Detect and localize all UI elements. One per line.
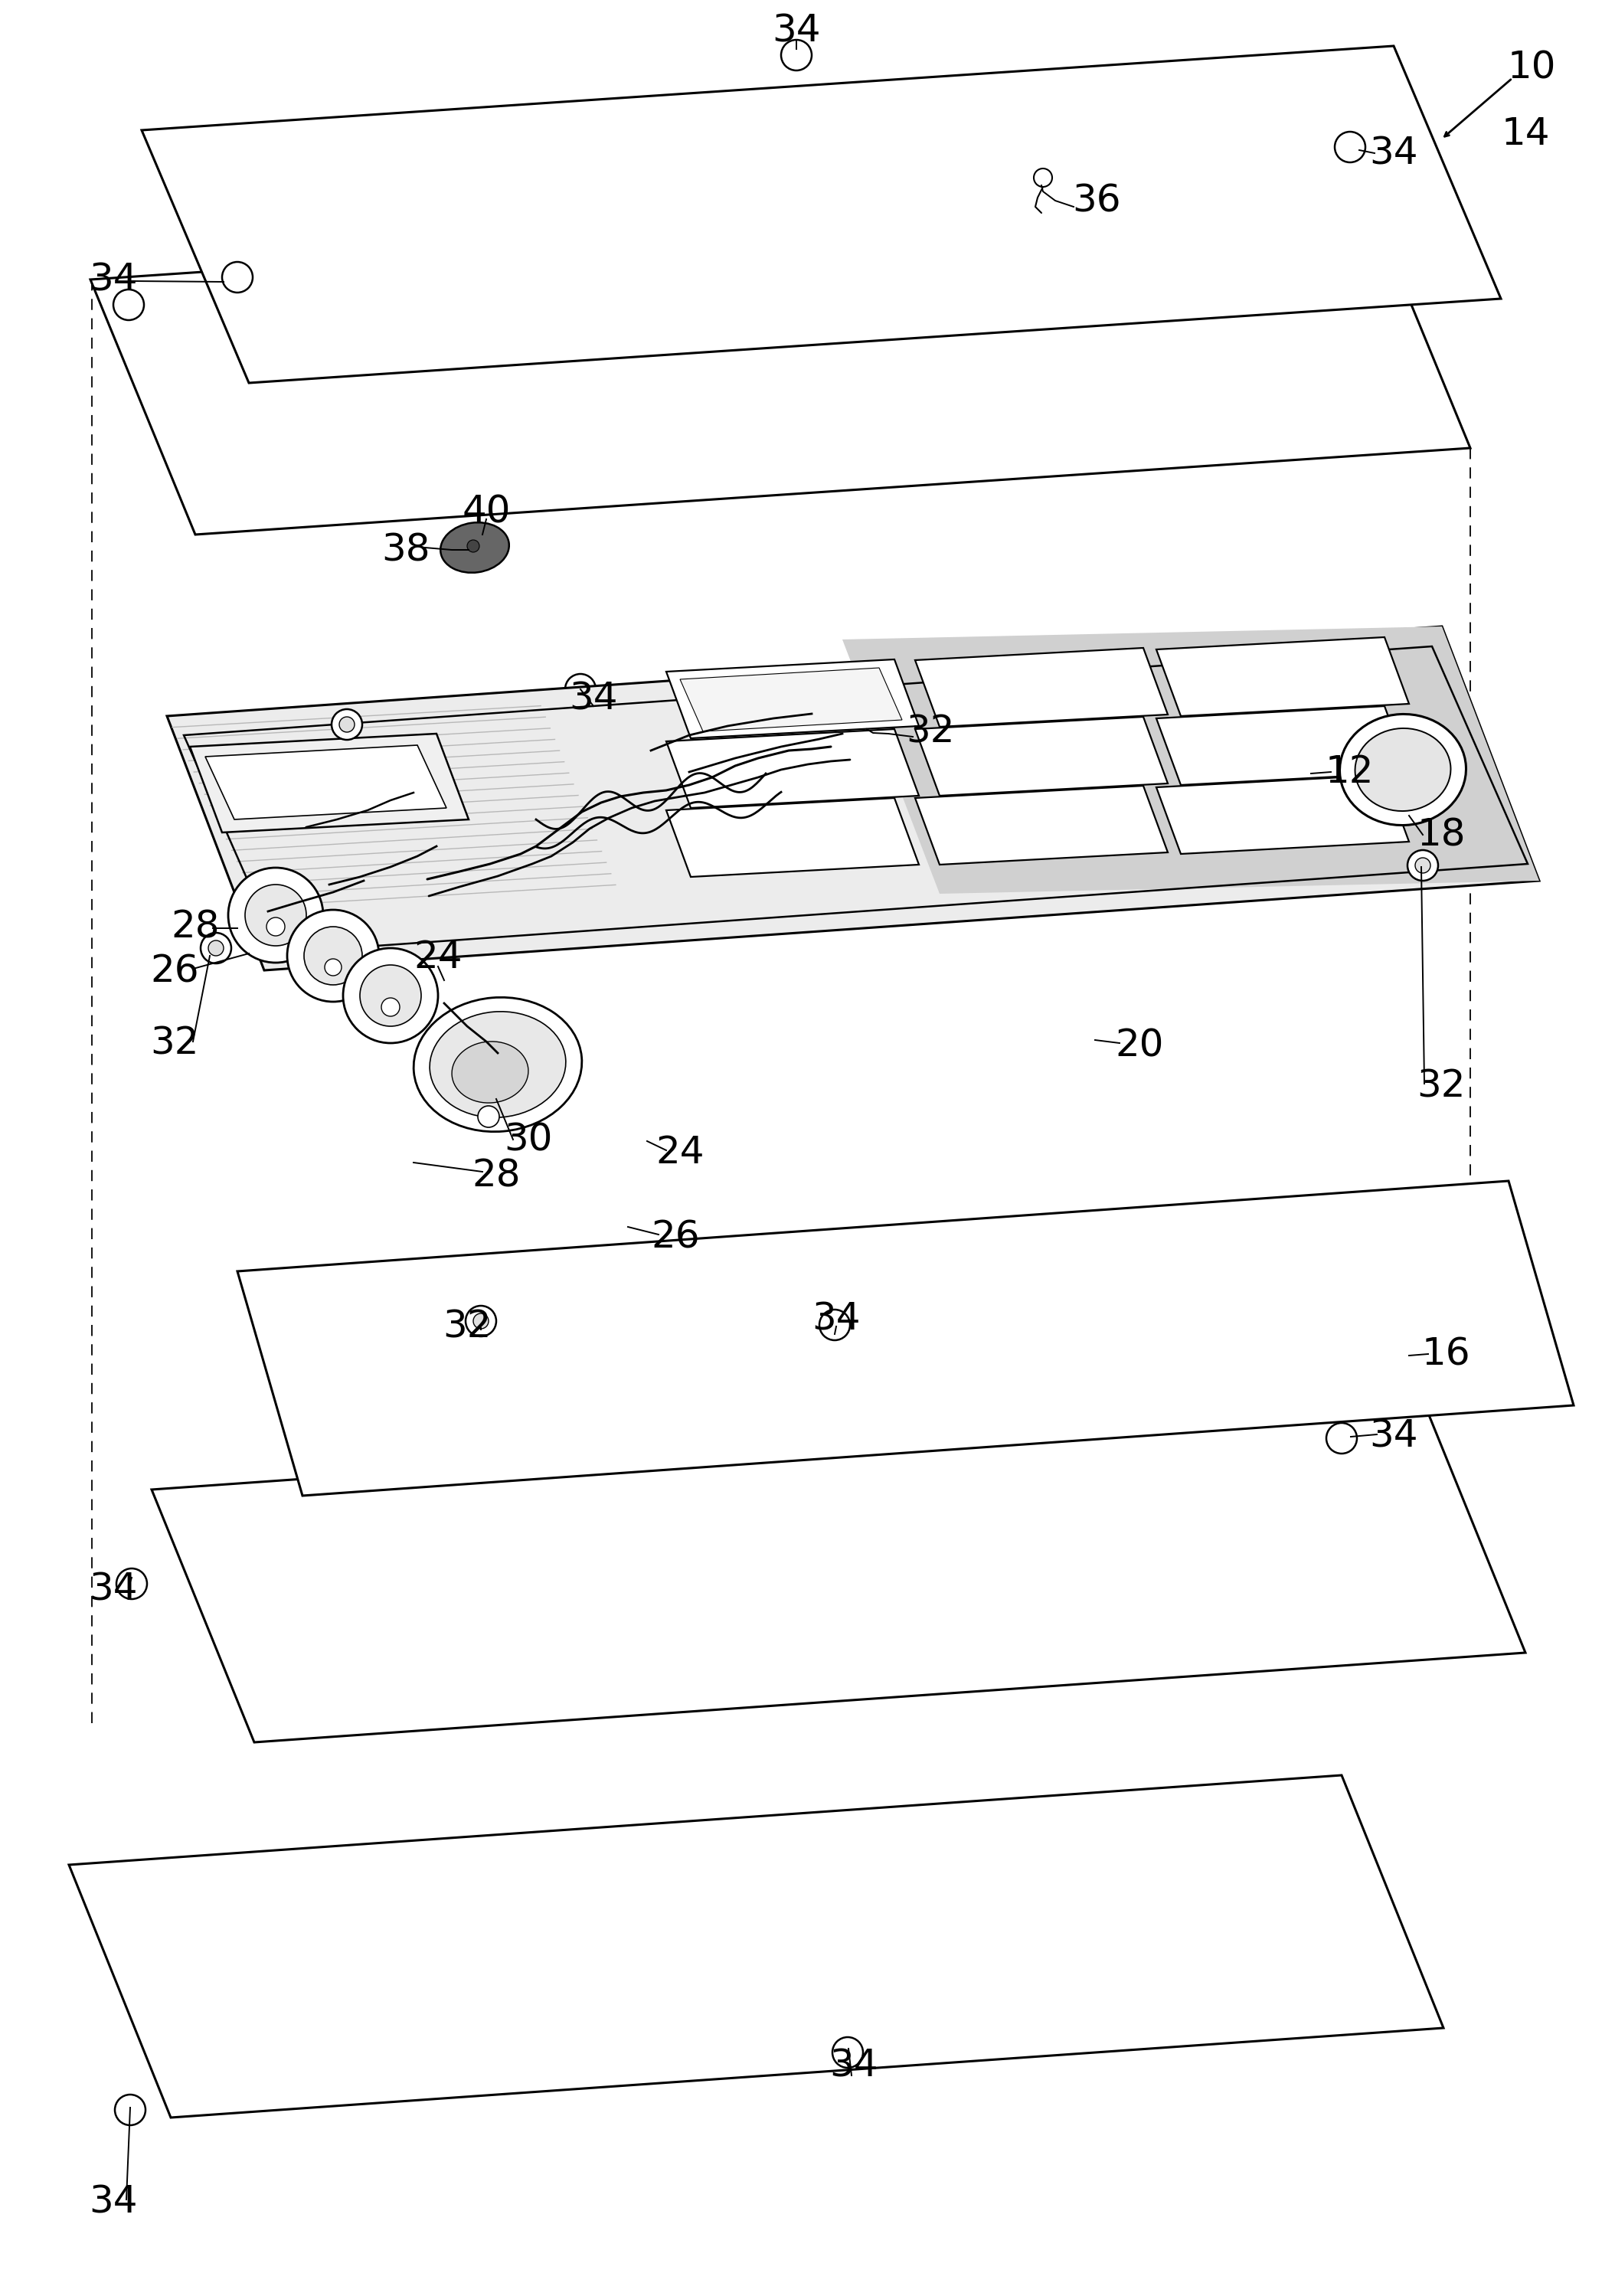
Circle shape [113,289,144,319]
Circle shape [342,948,438,1042]
Circle shape [266,918,284,937]
Polygon shape [237,1180,1573,1495]
Text: 32: 32 [1416,1068,1465,1104]
Ellipse shape [413,996,581,1132]
Ellipse shape [430,1013,565,1118]
Circle shape [116,1568,147,1598]
Circle shape [1408,850,1437,882]
Circle shape [245,884,307,946]
Polygon shape [166,627,1539,971]
Text: 34: 34 [1370,135,1418,172]
Circle shape [339,716,355,732]
Circle shape [208,941,223,955]
Text: 16: 16 [1421,1336,1470,1373]
Polygon shape [1156,638,1408,716]
Polygon shape [152,1401,1526,1743]
Text: 32: 32 [906,714,954,751]
Polygon shape [1156,707,1408,785]
Text: 32: 32 [150,1024,199,1061]
Text: 34: 34 [89,2183,137,2220]
Ellipse shape [441,523,509,572]
Text: 36: 36 [1072,181,1121,218]
Text: 32: 32 [443,1309,491,1345]
Text: 34: 34 [772,11,820,48]
Text: 38: 38 [381,530,430,567]
Circle shape [1326,1424,1357,1453]
Text: 34: 34 [89,1570,137,1607]
Text: 24: 24 [413,939,462,976]
Text: 12: 12 [1324,753,1374,790]
Circle shape [360,964,422,1026]
Ellipse shape [452,1042,528,1102]
Text: 14: 14 [1500,115,1550,152]
Circle shape [467,540,480,551]
Text: 34: 34 [1370,1417,1418,1453]
Circle shape [287,909,380,1001]
Text: 24: 24 [656,1134,704,1171]
Polygon shape [667,730,919,808]
Circle shape [381,999,401,1017]
Text: 34: 34 [89,262,137,298]
Circle shape [115,2094,145,2126]
Text: 26: 26 [150,953,199,990]
Circle shape [565,675,596,705]
Text: 20: 20 [1114,1026,1164,1063]
Circle shape [304,928,362,985]
Text: 28: 28 [171,909,220,946]
Circle shape [331,709,362,739]
Ellipse shape [1340,714,1466,824]
Circle shape [200,932,231,964]
Polygon shape [667,659,919,739]
Polygon shape [916,785,1168,866]
Polygon shape [667,799,919,877]
Polygon shape [205,746,446,820]
Text: 10: 10 [1507,48,1555,85]
Circle shape [782,39,812,71]
Circle shape [473,1313,489,1329]
Text: 28: 28 [472,1157,520,1194]
Polygon shape [191,735,468,833]
Circle shape [325,960,341,976]
Circle shape [832,2037,862,2069]
Text: 30: 30 [504,1120,552,1157]
Circle shape [819,1309,849,1341]
Text: 34: 34 [830,2048,879,2085]
Polygon shape [1156,776,1408,854]
Circle shape [223,262,252,292]
Text: 26: 26 [651,1219,699,1256]
Polygon shape [69,1775,1444,2117]
Polygon shape [843,627,1539,893]
Circle shape [228,868,323,962]
Circle shape [1334,131,1365,163]
Text: 34: 34 [568,680,619,716]
Circle shape [465,1306,496,1336]
Ellipse shape [1355,728,1450,810]
Polygon shape [142,46,1500,383]
Polygon shape [680,668,903,732]
Circle shape [478,1107,499,1127]
Circle shape [1034,168,1051,186]
Text: 18: 18 [1416,817,1465,854]
Circle shape [1415,859,1431,872]
Polygon shape [90,193,1470,535]
Text: 40: 40 [462,494,510,530]
Polygon shape [916,716,1168,797]
Polygon shape [916,647,1168,728]
Text: 34: 34 [812,1300,861,1336]
